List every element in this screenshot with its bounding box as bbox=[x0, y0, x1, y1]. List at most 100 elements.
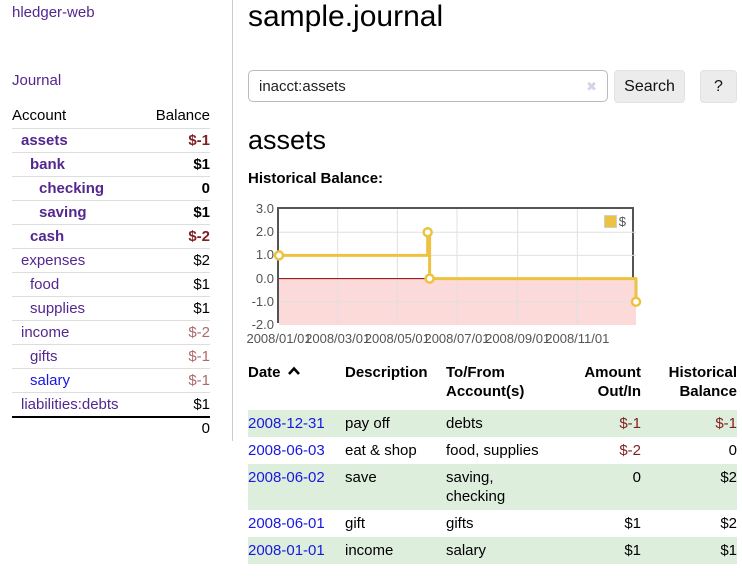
transaction-date-link[interactable]: 2008-06-02 bbox=[248, 469, 325, 486]
search-button[interactable]: Search bbox=[614, 70, 685, 103]
account-link[interactable]: expenses bbox=[21, 252, 86, 269]
transaction-date-cell: 2008-01-01 bbox=[248, 537, 345, 564]
account-balance: $-1 bbox=[143, 128, 210, 153]
account-link[interactable]: liabilities:debts bbox=[21, 396, 119, 413]
transaction-balance: $1 bbox=[720, 542, 737, 559]
x-tick-label: 2008/01/01 bbox=[246, 331, 312, 346]
accounts-total-row: 0 bbox=[12, 416, 210, 439]
x-tick-label: 2008/11/01 bbox=[545, 331, 610, 346]
chart-title: Historical Balance: bbox=[248, 170, 384, 187]
account-name-cell: income bbox=[12, 320, 144, 345]
transaction-amount: $-1 bbox=[619, 415, 641, 432]
transaction-date-link[interactable]: 2008-01-01 bbox=[248, 542, 325, 559]
transaction-accounts: salary bbox=[446, 542, 487, 559]
account-name-cell: food bbox=[12, 272, 144, 297]
search-input[interactable] bbox=[248, 70, 608, 102]
account-row: expenses $2 bbox=[12, 248, 210, 273]
legend-label: $ bbox=[618, 214, 626, 229]
transaction-row: 2008-06-02 save saving, checking 0 $2 bbox=[248, 464, 737, 510]
account-row: checking 0 bbox=[12, 176, 210, 201]
account-balance: $1 bbox=[143, 272, 210, 297]
account-link[interactable]: food bbox=[30, 276, 60, 293]
y-tick-label: 1.0 bbox=[255, 247, 274, 263]
account-name-cell: liabilities:debts bbox=[12, 392, 144, 417]
chart-plot-area: $ bbox=[273, 207, 642, 325]
account-link[interactable]: salary bbox=[30, 372, 71, 389]
page-title: sample.journal bbox=[248, 0, 444, 33]
transaction-description: eat & shop bbox=[345, 442, 417, 459]
account-name-cell: bank bbox=[12, 152, 144, 177]
account-link[interactable]: gifts bbox=[30, 348, 58, 365]
account-row: income $-2 bbox=[12, 320, 210, 345]
account-row: assets $-1 bbox=[12, 128, 210, 153]
accounts-table: Account Balance assets $-1 bank $1 checking 0… bbox=[12, 104, 210, 439]
account-row: food $1 bbox=[12, 272, 210, 297]
account-link[interactable]: cash bbox=[30, 228, 65, 245]
main-content: sample.journal ✖ Search ? assets Histori… bbox=[246, 0, 742, 582]
account-balance: $1 bbox=[143, 152, 210, 177]
account-name-cell: expenses bbox=[12, 248, 144, 273]
transactions-body: 2008-12-31 pay off debts $-1 $-1 2008-06-03 ea… bbox=[248, 410, 737, 564]
transaction-amount: 0 bbox=[632, 469, 641, 486]
account-row: gifts $-1 bbox=[12, 344, 210, 369]
x-tick-label: 2008/03/01 bbox=[305, 331, 371, 346]
column-header-amount: Amount Out/In bbox=[584, 364, 641, 400]
transaction-amount: $1 bbox=[624, 515, 641, 532]
y-tick-label: 2.0 bbox=[255, 224, 274, 240]
transaction-amount: $1 bbox=[624, 542, 641, 559]
transaction-accounts: saving, checking bbox=[446, 469, 506, 505]
sidebar: hledger-web Journal Account Balance asse… bbox=[0, 0, 233, 441]
accounts-body: assets $-1 bank $1 checking 0 saving $1 cash $-2 e… bbox=[12, 128, 210, 417]
account-row: bank $1 bbox=[12, 152, 210, 177]
column-header-date[interactable]: Date bbox=[248, 363, 345, 410]
column-header-accounts: To/From Account(s) bbox=[446, 364, 525, 400]
y-tick-label: -1.0 bbox=[251, 293, 274, 309]
account-balance: $-2 bbox=[143, 320, 210, 345]
account-link[interactable]: income bbox=[21, 324, 70, 341]
transaction-description: save bbox=[345, 469, 377, 486]
column-header-date-label: Date bbox=[248, 364, 281, 381]
account-link[interactable]: saving bbox=[39, 204, 87, 221]
account-row: supplies $1 bbox=[12, 296, 210, 321]
accounts-header-row: Account Balance bbox=[12, 104, 210, 129]
x-tick-label: 2008/07/01 bbox=[424, 331, 490, 346]
account-name-cell: assets bbox=[12, 128, 144, 153]
account-link[interactable]: supplies bbox=[30, 300, 86, 317]
y-tick-label: 0.0 bbox=[255, 270, 274, 286]
accounts-header-balance: Balance bbox=[155, 107, 210, 124]
x-tick-label: 2008/09/01 bbox=[485, 331, 551, 346]
transaction-balance: $-1 bbox=[715, 415, 737, 432]
clear-search-icon[interactable]: ✖ bbox=[586, 79, 597, 94]
account-balance: $1 bbox=[143, 200, 210, 225]
account-name-cell: gifts bbox=[12, 344, 144, 369]
help-button[interactable]: ? bbox=[700, 70, 737, 103]
transaction-accounts: gifts bbox=[446, 515, 474, 532]
account-name-cell: supplies bbox=[12, 296, 144, 321]
app-title-link[interactable]: hledger-web bbox=[12, 4, 95, 21]
transaction-date-link[interactable]: 2008-06-01 bbox=[248, 515, 325, 532]
accounts-header-account: Account bbox=[12, 107, 67, 124]
account-row: salary $-1 bbox=[12, 368, 210, 393]
account-row: saving $1 bbox=[12, 200, 210, 225]
account-link[interactable]: bank bbox=[30, 156, 66, 173]
account-balance: $-1 bbox=[143, 368, 210, 393]
account-link[interactable]: assets bbox=[21, 132, 68, 149]
account-name-cell: cash bbox=[12, 224, 144, 249]
search-wrap: ✖ bbox=[248, 70, 608, 102]
account-link[interactable]: checking bbox=[39, 180, 105, 197]
transaction-date-link[interactable]: 2008-06-03 bbox=[248, 442, 325, 459]
transaction-date-cell: 2008-12-31 bbox=[248, 410, 345, 437]
column-header-description: Description bbox=[345, 364, 428, 381]
account-balance: $1 bbox=[143, 296, 210, 321]
transaction-date-link[interactable]: 2008-12-31 bbox=[248, 415, 325, 432]
chart-plot-svg bbox=[273, 209, 642, 325]
column-header-balance: Historical Balance bbox=[668, 364, 737, 400]
transaction-description: pay off bbox=[345, 415, 390, 432]
transaction-accounts: debts bbox=[446, 415, 483, 432]
account-balance: $-1 bbox=[143, 344, 210, 369]
account-row: liabilities:debts $1 bbox=[12, 392, 210, 417]
sidebar-item-journal[interactable]: Journal bbox=[12, 72, 62, 89]
transaction-row: 2008-06-01 gift gifts $1 $2 bbox=[248, 510, 737, 537]
account-balance: $2 bbox=[143, 248, 210, 273]
